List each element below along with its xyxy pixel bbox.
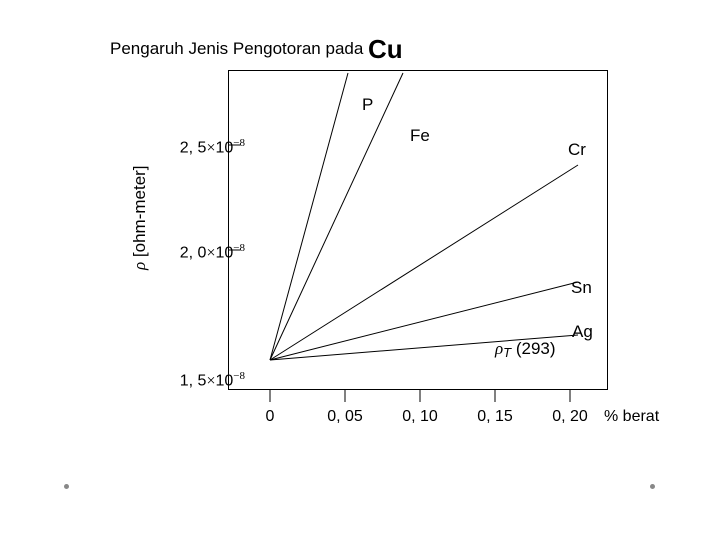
title-element: Cu [368, 34, 403, 64]
y-axis-unit: [ohm-meter] [130, 165, 149, 261]
plot-svg [228, 70, 608, 405]
title-prefix: Pengaruh Jenis Pengotoran pada [110, 39, 368, 58]
x-tick-label: 0, 20 [552, 408, 588, 426]
rho-symbol: ρ [130, 262, 149, 270]
y-axis-label: ρ [ohm-meter] [130, 165, 150, 270]
x-tick-label: 0, 05 [327, 408, 363, 426]
series-line-sn [270, 282, 578, 360]
x-tick-label: 0, 10 [402, 408, 438, 426]
chart-title: Pengaruh Jenis Pengotoran pada Cu [110, 34, 403, 65]
bullet-icon [650, 484, 655, 489]
x-tick-label: 0, 15 [477, 408, 513, 426]
x-axis-title: % berat [604, 408, 659, 426]
bullet-icon [64, 484, 69, 489]
series-line-ag [270, 335, 578, 360]
x-tick-label: 0 [266, 408, 275, 426]
series-line-cr [270, 165, 578, 360]
